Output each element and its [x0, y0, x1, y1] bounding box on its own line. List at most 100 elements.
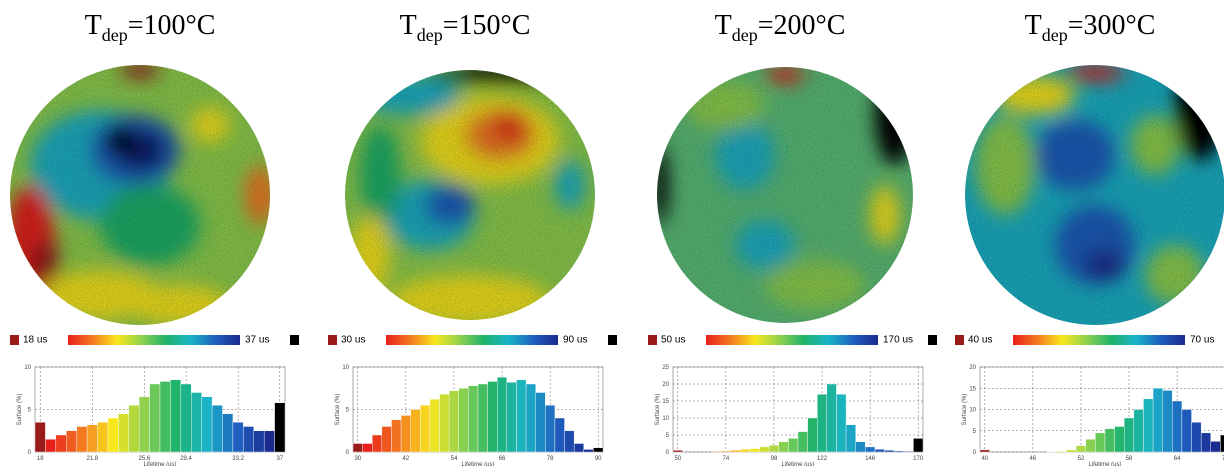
- bar: [45, 439, 57, 453]
- x-tick-label: 18: [37, 456, 44, 462]
- x-tick-label: 37: [276, 456, 283, 462]
- bar: [487, 381, 498, 453]
- colorbar-over: [290, 335, 299, 345]
- y-axis-label: Surface (%): [335, 394, 341, 426]
- x-tick-label: 146: [865, 456, 876, 462]
- colorbar: [706, 335, 878, 345]
- title-main: T: [1025, 10, 1042, 41]
- bar: [672, 450, 683, 453]
- y-tick-label: 20: [969, 365, 976, 371]
- bar: [865, 446, 876, 453]
- bar: [1104, 428, 1115, 453]
- y-tick-label: 0: [973, 450, 977, 456]
- bar: [468, 385, 479, 453]
- bar: [516, 379, 527, 453]
- bar: [711, 451, 722, 453]
- x-tick-label: 78: [547, 456, 554, 462]
- x-tick-label: 66: [499, 456, 506, 462]
- panel: Tdep=300°C 40 us 70 us 0 5 10 15 20 40 46 52 58 64 70…: [955, 10, 1224, 466]
- y-axis-label: Surface (%): [962, 394, 968, 426]
- bar: [740, 449, 751, 453]
- bar: [845, 424, 856, 453]
- bar: [400, 415, 411, 453]
- x-tick-label: 40: [981, 456, 988, 462]
- panel: Tdep=100°C 18 us 37 us 0 5 10 18 21.8 25.6 29.4 33…: [10, 10, 299, 466]
- y-tick-label: 10: [342, 365, 349, 371]
- x-tick-label: 58: [1126, 456, 1133, 462]
- y-tick-label: 15: [662, 399, 669, 405]
- colorbar-max-label: 37 us: [245, 335, 269, 346]
- y-tick-label: 5: [28, 408, 32, 414]
- bar: [180, 383, 192, 453]
- bar: [477, 383, 488, 453]
- panel-title: Tdep=100°C: [85, 10, 216, 45]
- title-rest: =300°C: [1068, 10, 1156, 41]
- bar: [86, 424, 98, 453]
- bar: [55, 434, 67, 453]
- bar: [874, 449, 885, 453]
- colorbar-over: [608, 335, 617, 345]
- colorbar-under: [955, 335, 964, 345]
- colorbar-min-label: 50 us: [661, 335, 685, 346]
- colorbar: [386, 335, 558, 345]
- panel: Tdep=150°C 30 us 90 us 0 5 10 30 42 54 66 78 90 Life…: [328, 10, 617, 466]
- bar: [448, 390, 459, 453]
- y-tick-label: 5: [973, 429, 977, 435]
- bar: [788, 438, 799, 453]
- x-tick-label: 21.8: [86, 456, 98, 462]
- bar: [778, 441, 789, 453]
- bar: [66, 430, 77, 453]
- lifetime-map: [10, 65, 270, 325]
- bar: [211, 405, 223, 453]
- bar: [263, 430, 275, 453]
- y-tick-label: 20: [662, 382, 669, 388]
- y-tick-label: 0: [28, 450, 32, 456]
- y-tick-label: 25: [662, 365, 669, 371]
- x-tick-label: 170: [913, 456, 924, 462]
- y-tick-label: 0: [346, 450, 350, 456]
- title-sub: dep: [102, 25, 128, 45]
- bar: [1075, 445, 1086, 453]
- bar: [243, 426, 254, 453]
- bar: [391, 419, 402, 453]
- y-tick-label: 5: [346, 408, 350, 414]
- bar: [352, 443, 363, 453]
- bar: [222, 413, 234, 453]
- bar: [1200, 432, 1211, 453]
- bar: [97, 422, 109, 453]
- bar: [593, 447, 604, 453]
- x-tick-label: 64: [1174, 456, 1181, 462]
- colorbar-max-label: 90 us: [563, 335, 587, 346]
- title-sub: dep: [1042, 25, 1068, 45]
- bar: [1124, 417, 1135, 453]
- bar: [232, 422, 244, 453]
- bar: [420, 405, 431, 453]
- x-tick-label: 46: [1030, 456, 1037, 462]
- bar: [1143, 398, 1154, 453]
- bar: [903, 451, 914, 453]
- bar: [797, 431, 808, 453]
- colorbar-max-label: 170 us: [883, 335, 913, 346]
- y-tick-label: 0: [666, 450, 670, 456]
- x-axis-label: Lifetime (us): [143, 462, 176, 466]
- bar: [583, 449, 594, 453]
- bar: [855, 441, 866, 453]
- bar: [1114, 426, 1125, 453]
- bar: [372, 434, 383, 453]
- bar: [458, 388, 469, 453]
- lifetime-map: [965, 65, 1224, 325]
- bar: [749, 448, 760, 453]
- x-axis-label: Lifetime (us): [461, 462, 494, 466]
- y-tick-label: 10: [662, 416, 669, 422]
- bar: [429, 399, 440, 453]
- bar: [535, 392, 546, 453]
- bar: [730, 450, 741, 453]
- bar: [381, 426, 392, 453]
- bar: [807, 417, 818, 453]
- bar: [554, 417, 565, 453]
- x-tick-label: 25.6: [139, 456, 151, 462]
- map-texture: [10, 65, 270, 325]
- bar: [564, 430, 575, 453]
- x-tick-label: 54: [451, 456, 458, 462]
- bar: [107, 417, 119, 453]
